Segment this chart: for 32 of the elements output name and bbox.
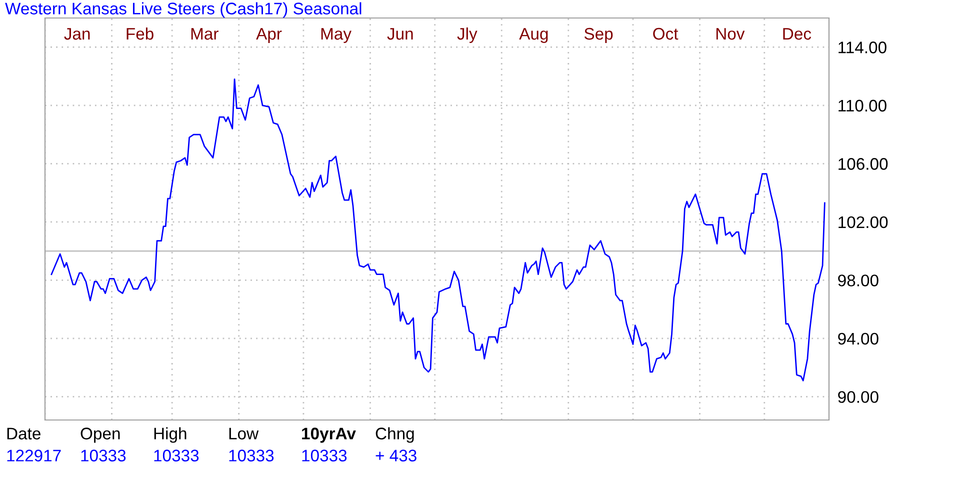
y-tick-label: 90.00 — [838, 391, 878, 403]
text: 10333 — [81, 450, 126, 462]
text: High — [154, 427, 186, 443]
x-tick-label: Dec — [783, 28, 812, 40]
text: 122917 — [7, 450, 61, 462]
x-tick-label: Jun — [387, 28, 413, 40]
x-tick-label: Sep — [584, 28, 613, 43]
text: Chng — [376, 427, 414, 443]
x-tick-label: Aug — [519, 28, 548, 43]
x-tick-label: Nov — [716, 28, 745, 40]
x-tick-label: May — [321, 28, 352, 43]
x-tick-label: Jan — [64, 28, 90, 40]
text: Date — [7, 428, 40, 440]
text: 10333 — [229, 450, 274, 462]
y-tick-label: 94.00 — [838, 332, 878, 345]
y-tick-label: 102.00 — [838, 216, 888, 228]
text: 10yrAv — [302, 428, 356, 443]
chart-title: Western Kansas Live Steers (Cash17) Seasonal — [5, 2, 362, 18]
text: Open — [80, 428, 120, 443]
x-tick-label: Apr — [256, 28, 282, 43]
text: Low — [229, 428, 259, 440]
y-tick-label: 98.00 — [838, 274, 878, 286]
y-tick-label: 106.00 — [838, 158, 888, 170]
x-tick-label: Mar — [191, 28, 218, 40]
text: + 433 — [376, 450, 416, 462]
x-tick-label: Jly — [457, 27, 478, 43]
x-tick-label: Feb — [126, 27, 154, 40]
text: 10333 — [154, 450, 199, 462]
x-tick-label: Oct — [653, 28, 678, 40]
y-tick-label: 114.00 — [838, 42, 886, 54]
text: 10333 — [302, 450, 347, 462]
y-tick-label: 110.00 — [838, 100, 886, 112]
